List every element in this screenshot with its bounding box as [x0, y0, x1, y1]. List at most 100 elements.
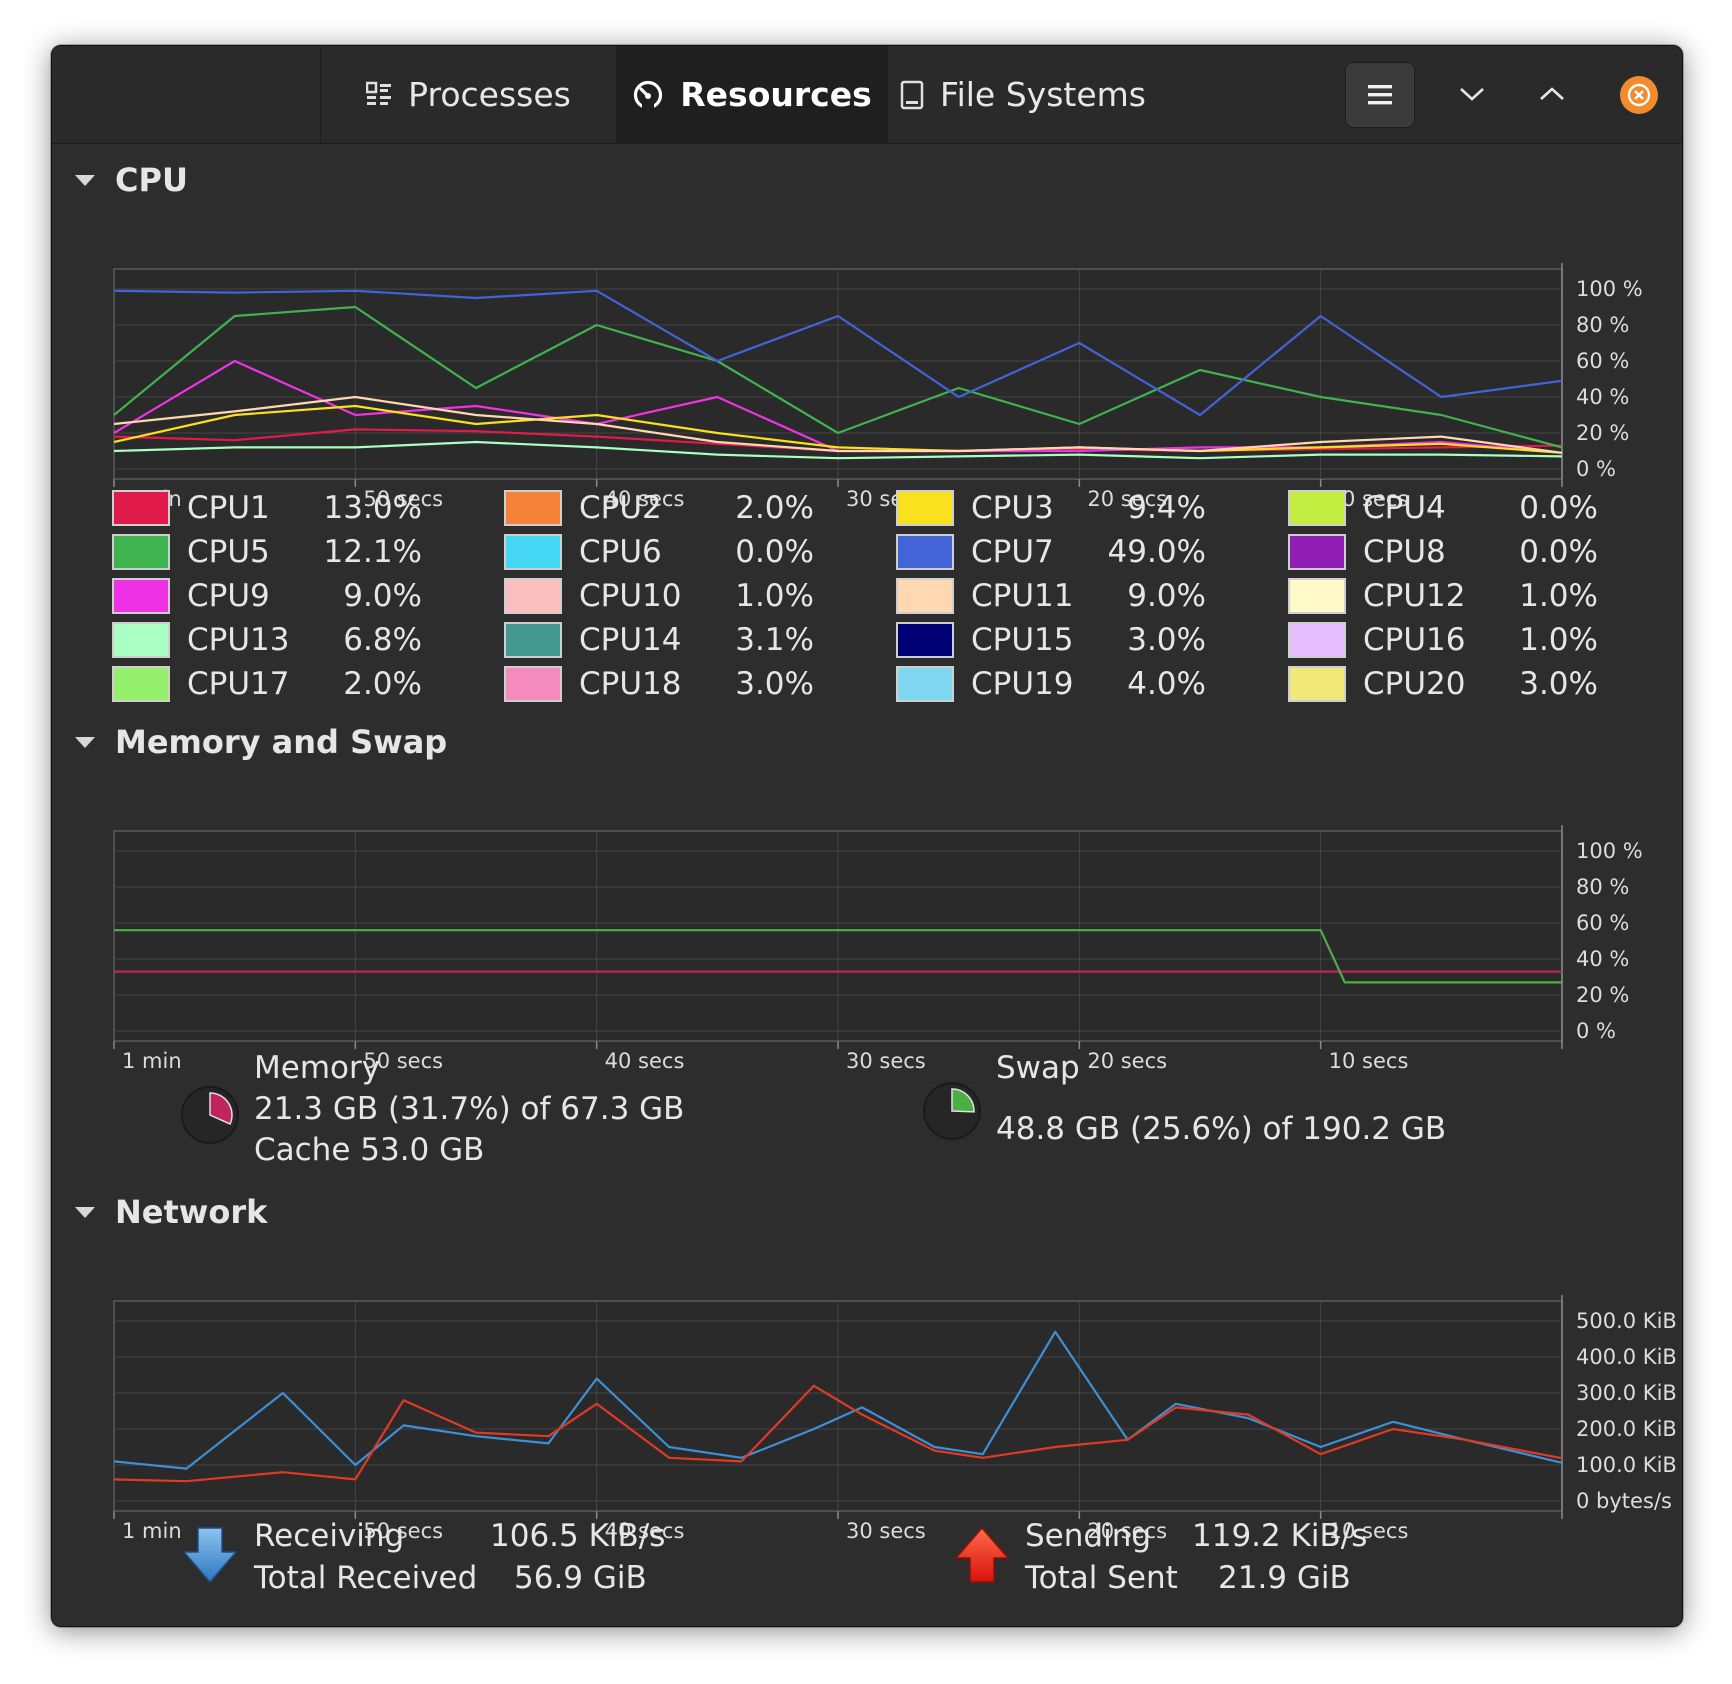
cpu-color-swatch[interactable]: [1288, 666, 1346, 702]
memory-pie-icon: [181, 1086, 239, 1144]
cpu-color-swatch[interactable]: [896, 534, 954, 570]
y-tick-label: 100.0 KiB: [1576, 1453, 1677, 1477]
cpu-usage-value: 0.0%: [1519, 534, 1598, 570]
cpu-legend-item[interactable]: CPU18 3.0%: [504, 662, 814, 706]
cpu-color-swatch[interactable]: [504, 578, 562, 614]
cpu-name: CPU10: [579, 578, 682, 614]
total-sent-value: 21.9 GiB: [1218, 1560, 1351, 1596]
cpu-usage-value: 1.0%: [1519, 578, 1598, 614]
cpu-name: CPU17: [187, 666, 290, 702]
swap-pie-icon: [923, 1082, 981, 1140]
cpu-name: CPU12: [1363, 578, 1466, 614]
header-bar: Processes Resources File Systems: [52, 46, 1682, 144]
memory-swap-section-title: Memory and Swap: [115, 723, 448, 761]
cpu-name: CPU16: [1363, 622, 1466, 658]
memory-swap-history-graph: 100 % 80 % 60 % 40 % 20 % 0 % 1 min 50 secs 40 s…: [113, 825, 1643, 1073]
cpu-legend-item[interactable]: CPU9 9.0%: [112, 574, 422, 618]
cpu-color-swatch[interactable]: [504, 534, 562, 570]
cpu-color-swatch[interactable]: [504, 666, 562, 702]
y-tick-label: 0 %: [1576, 457, 1616, 481]
memory-cache: Cache 53.0 GB: [254, 1132, 485, 1168]
cpu-usage-value: 3.0%: [735, 666, 814, 702]
cpu-color-swatch[interactable]: [1288, 622, 1346, 658]
cpu-legend-item[interactable]: CPU16 1.0%: [1288, 618, 1598, 662]
tab-resources-label: Resources: [680, 75, 872, 114]
series-line-cpu5: [113, 305, 1563, 449]
cpu-color-swatch[interactable]: [504, 490, 562, 526]
cpu-color-swatch[interactable]: [896, 666, 954, 702]
network-history-graph: 500.0 KiB 400.0 KiB 300.0 KiB 200.0 KiB 100.…: [113, 1295, 1677, 1543]
disclosure-triangle-icon: [75, 736, 95, 748]
cpu-color-swatch[interactable]: [896, 622, 954, 658]
cpu-usage-value: 3.0%: [1519, 666, 1598, 702]
cpu-legend-item[interactable]: CPU11 9.0%: [896, 574, 1206, 618]
tab-resources[interactable]: Resources: [616, 46, 888, 143]
x-tick-label: 10 secs: [1329, 1049, 1409, 1073]
series-line-swap: [114, 929, 1562, 984]
cpu-legend-item[interactable]: CPU6 0.0%: [504, 530, 814, 574]
cpu-legend-item[interactable]: CPU5 12.1%: [112, 530, 422, 574]
cpu-name: CPU1: [187, 490, 270, 526]
cpu-legend-item[interactable]: CPU15 3.0%: [896, 618, 1206, 662]
memory-usage: 21.3 GB (31.7%) of 67.3 GB: [254, 1091, 685, 1127]
cpu-color-swatch[interactable]: [112, 622, 170, 658]
cpu-legend-item[interactable]: CPU20 3.0%: [1288, 662, 1598, 706]
cpu-name: CPU14: [579, 622, 682, 658]
cpu-color-swatch[interactable]: [112, 666, 170, 702]
cpu-legend-item[interactable]: CPU14 3.1%: [504, 618, 814, 662]
series-line-cpu11: [113, 395, 1563, 454]
cpu-color-swatch[interactable]: [1288, 578, 1346, 614]
cpu-color-swatch[interactable]: [112, 490, 170, 526]
minimize-button[interactable]: [1450, 74, 1494, 114]
cpu-name: CPU5: [187, 534, 270, 570]
cpu-usage-value: 12.1%: [323, 534, 422, 570]
close-button[interactable]: [1618, 74, 1660, 116]
cpu-legend-item[interactable]: CPU3 9.4%: [896, 486, 1206, 530]
cpu-color-swatch[interactable]: [112, 578, 170, 614]
cpu-legend-item[interactable]: CPU1 13.0%: [112, 486, 422, 530]
y-tick-label: 100 %: [1576, 839, 1643, 863]
x-tick-label: 50 secs: [363, 1519, 443, 1543]
cpu-color-swatch[interactable]: [1288, 490, 1346, 526]
system-monitor-window: Processes Resources File Systems: [51, 45, 1683, 1627]
network-section-toggle[interactable]: Network: [72, 1193, 267, 1231]
cpu-color-swatch[interactable]: [504, 622, 562, 658]
cpu-name: CPU2: [579, 490, 662, 526]
x-tick-label: 1 min: [122, 1049, 182, 1073]
x-tick-label: 1 min: [122, 1519, 182, 1543]
cpu-color-swatch[interactable]: [112, 534, 170, 570]
cpu-legend-item[interactable]: CPU12 1.0%: [1288, 574, 1598, 618]
cpu-legend-item[interactable]: CPU4 0.0%: [1288, 486, 1598, 530]
cpu-name: CPU18: [579, 666, 682, 702]
cpu-usage-value: 4.0%: [1127, 666, 1206, 702]
cpu-usage-value: 49.0%: [1107, 534, 1206, 570]
main-menu-button[interactable]: [1345, 62, 1415, 128]
network-section-title: Network: [115, 1193, 268, 1231]
cpu-usage-value: 9.0%: [1127, 578, 1206, 614]
cpu-usage-value: 1.0%: [1519, 622, 1598, 658]
cpu-usage-value: 0.0%: [1519, 490, 1598, 526]
cpu-legend-item[interactable]: CPU2 2.0%: [504, 486, 814, 530]
cpu-legend-item[interactable]: CPU17 2.0%: [112, 662, 422, 706]
cpu-legend-item[interactable]: CPU19 4.0%: [896, 662, 1206, 706]
x-tick-label: 30 secs: [846, 1519, 926, 1543]
tab-processes[interactable]: Processes: [320, 46, 616, 143]
series-line-cpu7: [113, 289, 1563, 417]
cpu-legend-item[interactable]: CPU10 1.0%: [504, 574, 814, 618]
cpu-section-toggle[interactable]: CPU: [72, 161, 188, 199]
sending-label: Sending: [1025, 1518, 1152, 1554]
y-tick-label: 40 %: [1576, 947, 1629, 971]
y-tick-label: 300.0 KiB: [1576, 1381, 1677, 1405]
cpu-legend-item[interactable]: CPU8 0.0%: [1288, 530, 1598, 574]
cpu-color-swatch[interactable]: [1288, 534, 1346, 570]
cpu-color-swatch[interactable]: [896, 490, 954, 526]
cpu-usage-value: 6.8%: [343, 622, 422, 658]
maximize-button[interactable]: [1530, 74, 1574, 114]
processes-list-icon: [366, 81, 392, 105]
cpu-legend-item[interactable]: CPU7 49.0%: [896, 530, 1206, 574]
cpu-color-swatch[interactable]: [896, 578, 954, 614]
memory-swap-section-toggle[interactable]: Memory and Swap: [72, 723, 447, 761]
x-tick-label: 20 secs: [1087, 487, 1167, 511]
tab-file-systems[interactable]: File Systems: [888, 46, 1158, 143]
cpu-legend-item[interactable]: CPU13 6.8%: [112, 618, 422, 662]
